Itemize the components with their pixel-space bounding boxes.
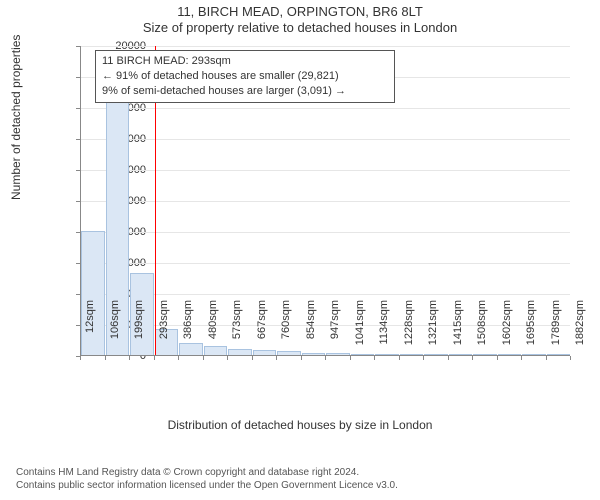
y-axis-label: Number of detached properties [9, 35, 23, 200]
x-tick-mark [546, 356, 547, 360]
footer-line: Contains public sector information licen… [16, 480, 398, 493]
footer-line: Contains HM Land Registry data © Crown c… [16, 467, 398, 480]
x-tick-mark [252, 356, 253, 360]
x-tick-mark [325, 356, 326, 360]
annotation-line: 9% of semi-detached houses are larger (3… [102, 84, 388, 99]
x-tick-label: 1134sqm [378, 300, 390, 360]
x-tick-label: 1508sqm [476, 300, 488, 360]
x-tick-label: 760sqm [280, 300, 292, 360]
x-tick-mark [227, 356, 228, 360]
x-tick-label: 1602sqm [501, 300, 513, 360]
x-tick-label: 947sqm [329, 300, 341, 360]
x-tick-label: 480sqm [207, 300, 219, 360]
plot-area: 11 BIRCH MEAD: 293sqm ← 91% of detached … [80, 46, 570, 356]
x-tick-mark [521, 356, 522, 360]
x-tick-label: 1415sqm [452, 300, 464, 360]
x-tick-label: 1695sqm [525, 300, 537, 360]
x-tick-mark [178, 356, 179, 360]
x-tick-mark [301, 356, 302, 360]
x-tick-mark [472, 356, 473, 360]
x-tick-mark [154, 356, 155, 360]
chart: Number of detached properties 0200040006… [20, 40, 580, 440]
x-tick-label: 106sqm [109, 300, 121, 360]
x-tick-label: 386sqm [182, 300, 194, 360]
x-tick-label: 667sqm [256, 300, 268, 360]
page: 11, BIRCH MEAD, ORPINGTON, BR6 8LT Size … [0, 0, 600, 500]
x-tick-label: 293sqm [158, 300, 170, 360]
annotation-line: ← 91% of detached houses are smaller (29… [102, 69, 388, 84]
x-tick-label: 1882sqm [574, 300, 586, 360]
x-tick-label: 199sqm [133, 300, 145, 360]
x-tick-label: 573sqm [231, 300, 243, 360]
annotation-line: 11 BIRCH MEAD: 293sqm [102, 54, 388, 69]
page-title: 11, BIRCH MEAD, ORPINGTON, BR6 8LT [0, 0, 600, 20]
x-tick-label: 854sqm [305, 300, 317, 360]
x-tick-mark [374, 356, 375, 360]
x-tick-mark [497, 356, 498, 360]
x-tick-mark [203, 356, 204, 360]
x-tick-label: 1041sqm [354, 300, 366, 360]
x-tick-label: 1789sqm [550, 300, 562, 360]
annotation-box: 11 BIRCH MEAD: 293sqm ← 91% of detached … [95, 50, 395, 103]
x-axis-label: Distribution of detached houses by size … [20, 418, 580, 432]
x-tick-label: 12sqm [84, 300, 96, 360]
page-subtitle: Size of property relative to detached ho… [0, 20, 600, 38]
x-tick-label: 1321sqm [427, 300, 439, 360]
x-tick-label: 1228sqm [403, 300, 415, 360]
x-tick-mark [80, 356, 81, 360]
x-tick-mark [448, 356, 449, 360]
x-tick-mark [423, 356, 424, 360]
x-tick-mark [350, 356, 351, 360]
x-tick-mark [129, 356, 130, 360]
x-tick-mark [276, 356, 277, 360]
x-tick-mark [105, 356, 106, 360]
x-tick-mark [399, 356, 400, 360]
footer: Contains HM Land Registry data © Crown c… [16, 467, 398, 492]
x-tick-mark [570, 356, 571, 360]
